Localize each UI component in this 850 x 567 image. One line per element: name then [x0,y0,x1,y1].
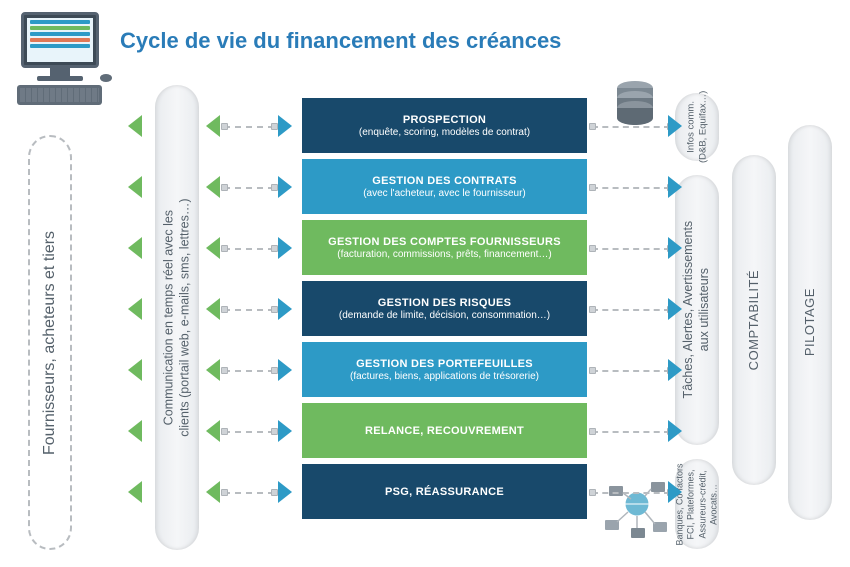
stage-4-title: GESTION DES PORTEFEUILLES [356,358,533,370]
pill-communication: Communication en temps réel avec les cli… [155,85,199,550]
stage-4-sub: (factures, biens, applications de trésor… [350,371,539,382]
stages-container: PROSPECTION(enquête, scoring, modèles de… [302,98,587,525]
flow-arrow [668,481,682,503]
network-icon [603,480,671,542]
flow-connector [224,187,274,189]
stage-3-sub: (demande de limite, décision, consommati… [339,310,550,321]
stage-6: PSG, RÉASSURANCE [302,464,587,519]
pill-compta-label: COMPTABILITÉ [746,270,762,370]
stage-2: GESTION DES COMPTES FOURNISSEURS(factura… [302,220,587,275]
stage-1-title: GESTION DES CONTRATS [372,175,517,187]
flow-arrow [278,420,292,442]
flow-connector [224,309,274,311]
pill-fournisseurs: Fournisseurs, acheteurs et tiers [28,135,72,550]
flow-arrow [206,176,220,198]
stage-6-title: PSG, RÉASSURANCE [385,486,504,498]
page-title: Cycle de vie du financement des créances [120,28,561,54]
stage-2-sub: (facturation, commissions, prêts, financ… [337,249,552,260]
flow-connector [592,126,670,128]
stage-1: GESTION DES CONTRATS(avec l'acheteur, av… [302,159,587,214]
stage-5: RELANCE, RECOUVREMENT [302,403,587,458]
flow-arrow [278,237,292,259]
stage-2-title: GESTION DES COMPTES FOURNISSEURS [328,236,561,248]
flow-arrow [668,176,682,198]
pill-banques: Banques, Co-factors FCI, Plateformes, As… [675,459,719,549]
flow-arrow [206,237,220,259]
stage-1-sub: (avec l'acheteur, avec le fournisseur) [363,188,526,199]
flow-connector [592,492,670,494]
stage-3-title: GESTION DES RISQUES [378,297,511,309]
flow-connector [224,431,274,433]
pill-fournisseurs-label: Fournisseurs, acheteurs et tiers [40,230,60,454]
flow-arrow [128,237,142,259]
stage-0-sub: (enquête, scoring, modèles de contrat) [359,127,530,138]
flow-connector [592,187,670,189]
computer-illustration [12,12,107,105]
stage-3: GESTION DES RISQUES(demande de limite, d… [302,281,587,336]
stage-0-title: PROSPECTION [403,114,486,126]
flow-arrow [128,176,142,198]
flow-arrow [278,298,292,320]
flow-arrow [668,420,682,442]
pill-communication-label: Communication en temps réel avec les cli… [161,198,192,436]
flow-arrow [278,176,292,198]
flow-connector [224,370,274,372]
pill-pilotage: PILOTAGE [788,125,832,520]
flow-connector [224,492,274,494]
flow-connector [592,248,670,250]
database-icon [613,80,657,128]
flow-arrow [206,115,220,137]
flow-connector [592,370,670,372]
flow-arrow [278,359,292,381]
flow-arrow [668,115,682,137]
flow-arrow [206,298,220,320]
flow-connector [592,431,670,433]
stage-4: GESTION DES PORTEFEUILLES(factures, bien… [302,342,587,397]
flow-arrow [128,115,142,137]
pill-infos-label: Infos comm. (D&B, Equifax…) [685,91,709,163]
pill-taches-label: Tâches, Alertes, Avertissements aux util… [681,221,712,399]
flow-arrow [668,359,682,381]
pill-pilotage-label: PILOTAGE [802,288,818,356]
flow-arrow [206,420,220,442]
flow-arrow [206,359,220,381]
flow-arrow [206,481,220,503]
flow-arrow [128,420,142,442]
stage-0: PROSPECTION(enquête, scoring, modèles de… [302,98,587,153]
flow-arrow [668,298,682,320]
flow-arrow [128,298,142,320]
flow-connector [592,309,670,311]
stage-5-title: RELANCE, RECOUVREMENT [365,425,524,437]
flow-connector [224,248,274,250]
flow-arrow [128,359,142,381]
pill-compta: COMPTABILITÉ [732,155,776,485]
flow-arrow [278,481,292,503]
flow-arrow [668,237,682,259]
pill-banques-label: Banques, Co-factors FCI, Plateformes, As… [675,463,720,545]
flow-connector [224,126,274,128]
flow-arrow [128,481,142,503]
flow-arrow [278,115,292,137]
